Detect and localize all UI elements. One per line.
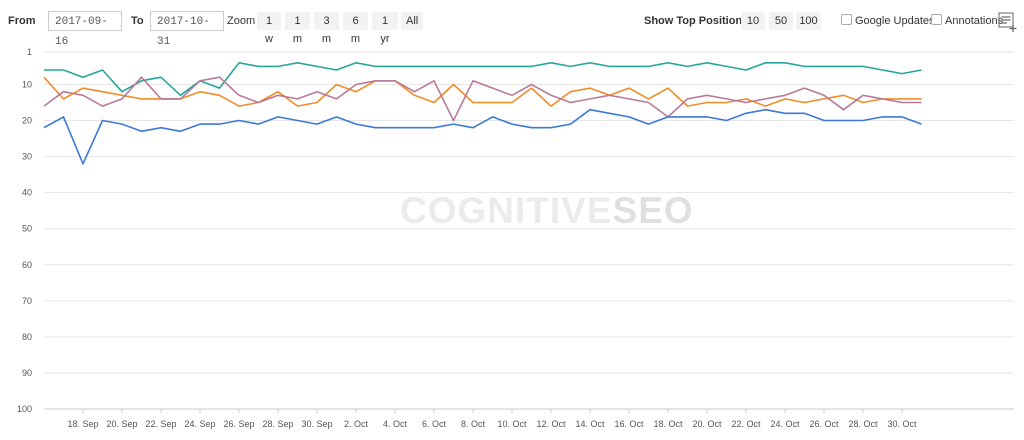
y-tick-label: 1 <box>27 47 32 57</box>
to-label: To <box>131 15 144 27</box>
x-tick-label: 10. Oct <box>497 419 527 429</box>
zoom-3m-button[interactable]: 3 m <box>314 12 339 45</box>
top-positions-label: Show Top Positions <box>644 15 749 27</box>
y-tick-label: 60 <box>22 260 32 270</box>
zoom-1m-button[interactable]: 1 m <box>285 12 310 45</box>
watermark-left: COGNITIVE <box>400 190 613 231</box>
x-tick-label: 2. Oct <box>344 419 369 429</box>
x-tick-label: 20. Sep <box>106 419 137 429</box>
zoom-1w-button[interactable]: 1 w <box>257 12 281 45</box>
x-tick-label: 8. Oct <box>461 419 486 429</box>
x-tick-label: 6. Oct <box>422 419 447 429</box>
y-tick-label: 30 <box>22 152 32 162</box>
cognitiveseo-watermark: COGNITIVESEO <box>400 190 694 232</box>
y-tick-label: 100 <box>17 404 32 414</box>
series-line-2[interactable] <box>43 76 922 107</box>
context-menu-icon[interactable] <box>998 11 1018 33</box>
chart-toolbar: From 2017-09-16 To 2017-10-31 Zoom 1 w 1… <box>0 0 1024 48</box>
x-tick-label: 18. Oct <box>653 419 683 429</box>
x-tick-label: 26. Sep <box>223 419 254 429</box>
x-tick-label: 4. Oct <box>383 419 408 429</box>
top-100-button[interactable]: 100 <box>796 12 821 30</box>
zoom-label: Zoom <box>227 15 256 27</box>
x-tick-label: 20. Oct <box>692 419 722 429</box>
x-tick-label: 14. Oct <box>575 419 605 429</box>
annotations-checkbox[interactable] <box>931 14 942 25</box>
x-tick-label: 30. Sep <box>301 419 332 429</box>
y-tick-label: 90 <box>22 368 32 378</box>
y-axis: 1 10 20 30 40 50 60 70 80 90 100 <box>17 47 32 414</box>
from-label: From <box>8 15 36 27</box>
x-tick-label: 24. Sep <box>184 419 215 429</box>
google-updates-label: Google Updates <box>855 15 935 27</box>
y-tick-label: 70 <box>22 296 32 306</box>
series-line-4[interactable] <box>43 108 922 165</box>
y-tick-label: 10 <box>22 79 32 89</box>
x-tick-label: 28. Oct <box>848 419 878 429</box>
top-10-button[interactable]: 10 <box>741 12 765 30</box>
top-50-button[interactable]: 50 <box>769 12 793 30</box>
google-updates-checkbox[interactable] <box>841 14 852 25</box>
zoom-all-button[interactable]: All <box>401 12 423 30</box>
gridlines <box>44 51 1014 410</box>
y-tick-label: 80 <box>22 332 32 342</box>
x-tick-label: 24. Oct <box>770 419 800 429</box>
x-tick-label: 28. Sep <box>262 419 293 429</box>
annotations-label: Annotations <box>945 15 1004 27</box>
x-axis: 18. Sep 20. Sep 22. Sep 24. Sep 26. Sep 28. S… <box>67 409 917 429</box>
x-tick-label: 18. Sep <box>67 419 98 429</box>
y-tick-label: 40 <box>22 188 32 198</box>
x-tick-label: 26. Oct <box>809 419 839 429</box>
to-date-input[interactable]: 2017-10-31 <box>150 11 224 48</box>
series-line-3[interactable] <box>43 76 922 122</box>
series-line-1[interactable] <box>44 61 922 97</box>
x-tick-label: 12. Oct <box>536 419 566 429</box>
y-tick-label: 50 <box>22 224 32 234</box>
y-tick-label: 20 <box>22 116 32 126</box>
x-tick-label: 22. Oct <box>731 419 761 429</box>
x-tick-label: 22. Sep <box>145 419 176 429</box>
zoom-1yr-button[interactable]: 1 yr <box>372 12 398 45</box>
watermark-right: SEO <box>612 190 694 231</box>
series-lines <box>43 61 922 165</box>
zoom-6m-button[interactable]: 6 m <box>343 12 368 45</box>
x-tick-label: 16. Oct <box>614 419 644 429</box>
from-date-input[interactable]: 2017-09-16 <box>48 11 122 48</box>
x-tick-label: 30. Oct <box>887 419 917 429</box>
